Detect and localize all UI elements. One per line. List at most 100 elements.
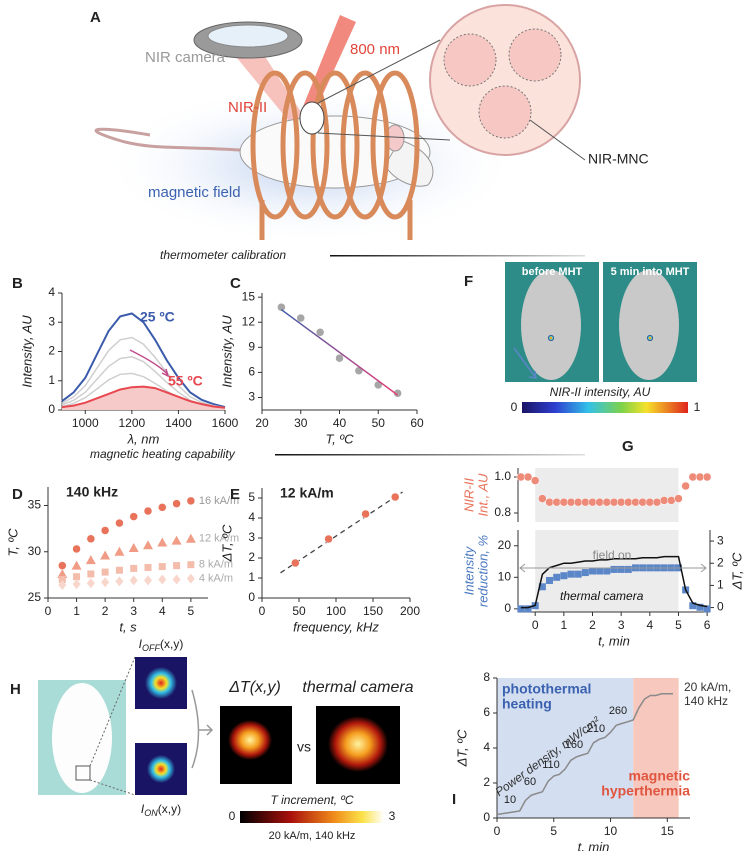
series-label: 25 ºC [140, 309, 175, 325]
point [516, 472, 526, 482]
point [158, 574, 167, 585]
label: vs [297, 739, 311, 755]
point [530, 476, 540, 485]
y-tick-label: 8 [483, 670, 490, 684]
x-tick-label: 5 [550, 824, 557, 838]
point [616, 497, 626, 507]
point [681, 481, 690, 491]
point [172, 574, 181, 585]
mouse-tail [94, 127, 241, 152]
point [559, 497, 569, 507]
label: 800 nm [350, 41, 400, 58]
point [186, 496, 196, 506]
x-tick-label: 1 [73, 604, 80, 618]
point [315, 328, 325, 337]
x-tick-label: 0 [532, 618, 539, 632]
region [535, 468, 679, 522]
y-tick-label: 6 [248, 365, 255, 379]
panel-letter: A [90, 9, 101, 26]
point [638, 497, 647, 507]
annotation: field on [593, 548, 632, 562]
point [610, 565, 618, 573]
point [296, 313, 305, 323]
point [659, 496, 669, 505]
power-label: 160 [565, 739, 583, 751]
y-tick-label: 25 [28, 590, 42, 604]
point [157, 537, 168, 547]
colorbar-title: T increment, ºC [270, 793, 353, 807]
label: NIR-MNC [588, 151, 649, 167]
line [280, 491, 403, 574]
annotation: hyperthermia [601, 783, 690, 799]
point [688, 472, 698, 482]
x-tick-label: 0 [259, 604, 266, 618]
point [115, 566, 123, 574]
y-axis-label: T, ºC [5, 528, 20, 557]
y-axis-label: NIR-II [461, 478, 476, 512]
point [624, 565, 632, 573]
y-tick-label: 3 [248, 390, 255, 404]
symbol: I [141, 802, 145, 816]
coil-turn [280, 70, 330, 220]
panel-letter: B [12, 275, 23, 292]
point [335, 353, 344, 363]
line [61, 385, 226, 409]
point [609, 497, 619, 507]
x-tick-label: 0 [45, 604, 52, 618]
point [87, 570, 95, 578]
arguments: (x,y) [160, 637, 183, 651]
point [324, 534, 333, 544]
annotation: photothermal [502, 681, 591, 697]
point [595, 497, 604, 507]
y-tick-label: 1 [248, 570, 255, 584]
point [158, 563, 166, 571]
image-label: ION(x,y) [141, 802, 181, 818]
x-tick-label: 60 [410, 416, 424, 430]
y2-tick-label: 3 [717, 533, 724, 547]
y-tick-label: 4 [248, 510, 255, 524]
point [652, 497, 662, 507]
y-tick-label: 9 [248, 339, 255, 353]
point [71, 560, 82, 570]
point [696, 603, 704, 611]
chart-title: 140 kHz [66, 484, 118, 500]
point [689, 602, 697, 610]
y-tick-label: 0 [248, 590, 255, 604]
point [291, 558, 300, 568]
y-tick-label: 2 [248, 550, 255, 564]
point [85, 555, 96, 565]
x-tick-label: 2 [102, 604, 109, 618]
point [674, 494, 683, 503]
annotation: heating [502, 696, 552, 712]
y-tick-label: 20 [498, 538, 512, 552]
power-label: 10 [504, 794, 516, 806]
point [185, 533, 196, 543]
zoom-line [317, 132, 451, 141]
point [602, 497, 612, 507]
point [567, 570, 575, 578]
point [128, 543, 139, 553]
region [497, 678, 634, 818]
point [277, 302, 286, 312]
y-axis-label: Intensity, AU [219, 315, 234, 388]
nanocomposite [478, 85, 532, 139]
x-tick-label: 1400 [165, 416, 192, 430]
y-tick-label: 3 [48, 314, 55, 328]
point [172, 499, 181, 508]
mouse-photo [52, 683, 112, 793]
y2-axis-label: ΔT, ºC [729, 552, 744, 590]
colorbar-tick: 1 [694, 400, 701, 414]
point [566, 497, 576, 507]
x-tick-label: 100 [326, 604, 346, 618]
y-axis-label: ΔT, ºC [219, 524, 234, 562]
colorbar-title: NIR-II intensity, AU [550, 385, 651, 399]
y-axis-label: Int., AU [475, 473, 490, 516]
coil-turn [310, 70, 360, 220]
x-tick-label: 1 [561, 618, 568, 632]
point [393, 389, 402, 398]
point [596, 567, 604, 575]
point [581, 569, 589, 577]
chart-title: 12 kA/m [280, 485, 334, 501]
point [158, 503, 167, 512]
point [73, 573, 81, 581]
